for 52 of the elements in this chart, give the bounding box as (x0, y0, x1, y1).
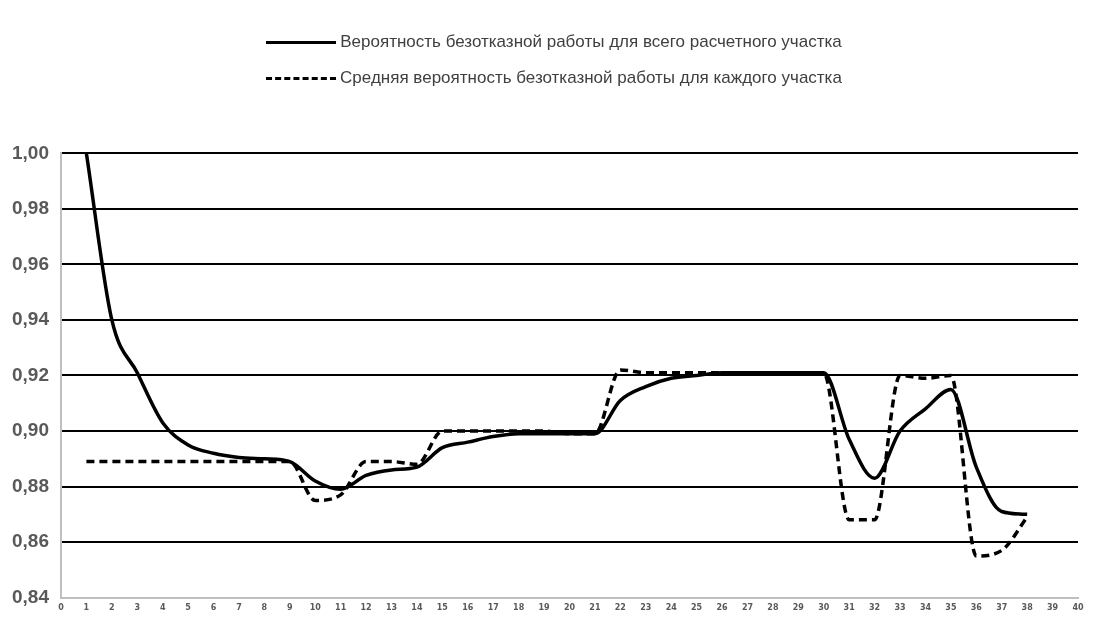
y-tick-label: 0,94 (12, 308, 50, 330)
x-tick-label: 5 (185, 603, 192, 613)
x-tick-label: 27 (741, 603, 754, 613)
x-tick-label: 8 (261, 603, 268, 613)
x-tick-label: 3 (134, 603, 141, 613)
x-tick-label: 33 (894, 603, 906, 613)
x-tick-label: 14 (411, 603, 423, 613)
x-tick-label: 39 (1047, 603, 1059, 613)
x-tick-label: 1 (83, 603, 90, 613)
x-tick-label: 2 (109, 603, 115, 613)
y-tick-label: 0,90 (12, 419, 49, 441)
y-tick-label: 1,00 (12, 141, 49, 163)
y-tick-label: 0,98 (12, 197, 49, 219)
x-tick-label: 30 (818, 603, 830, 613)
y-tick-label: 0,92 (12, 363, 49, 385)
x-tick-label: 6 (210, 603, 217, 613)
x-tick-label: 29 (792, 603, 805, 613)
y-tick-label: 0,88 (12, 474, 49, 496)
x-tick-label: 37 (996, 603, 1008, 613)
x-tick-label: 24 (665, 603, 678, 613)
x-tick-label: 21 (589, 603, 601, 613)
x-tick-label: 10 (309, 603, 322, 613)
x-tick-label: 35 (945, 603, 957, 613)
x-tick-label: 19 (538, 603, 551, 613)
y-tick-label: 0,84 (12, 585, 50, 607)
y-tick-label: 0,86 (12, 530, 49, 552)
x-tick-label: 4 (159, 603, 166, 613)
x-tick-label: 18 (513, 603, 525, 613)
x-tick-label: 38 (1021, 603, 1034, 613)
x-tick-label: 9 (287, 603, 294, 613)
x-tick-label: 34 (919, 603, 932, 613)
x-tick-label: 15 (436, 603, 449, 613)
x-tick-label: 22 (614, 603, 626, 613)
x-tick-label: 28 (767, 603, 779, 613)
x-tick-label: 40 (1072, 603, 1084, 613)
x-tick-label: 36 (970, 603, 983, 613)
x-tick-label: 12 (360, 603, 372, 613)
x-tick-label: 11 (335, 603, 347, 613)
x-tick-label: 26 (716, 603, 729, 613)
x-tick-label: 16 (462, 603, 474, 613)
x-tick-label: 20 (563, 603, 576, 613)
x-tick-label: 32 (869, 603, 881, 613)
x-tick-label: 25 (691, 603, 703, 613)
x-tick-label: 17 (487, 603, 499, 613)
x-tick-label: 13 (385, 603, 398, 613)
y-tick-label: 0,96 (12, 252, 49, 274)
x-tick-label: 23 (640, 603, 652, 613)
x-tick-label: 0 (58, 603, 65, 613)
legend-label: Средняя вероятность безотказной работы для каждого участка (340, 68, 842, 88)
legend-label: Вероятность безотказной работы для всего расчетного участка (340, 32, 842, 52)
x-tick-label: 7 (236, 603, 242, 613)
x-tick-label: 31 (843, 603, 856, 613)
